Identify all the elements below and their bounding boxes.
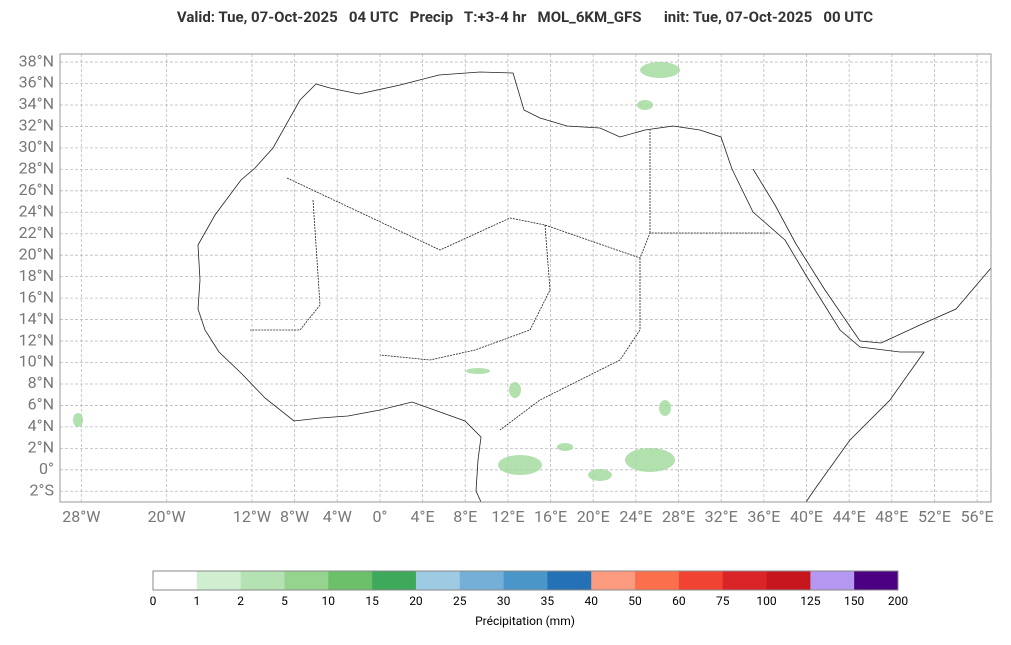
rain-area [557,443,573,451]
colorbar-segment [372,571,417,590]
precipitation [73,62,680,481]
colorbar-segment [766,571,811,590]
rain-area [498,455,542,475]
lat-tick-label: 14°N [19,309,54,328]
lon-tick-label: 12°W [233,507,271,526]
colorbar-segment [153,571,198,590]
lat-tick-label: 20°N [19,244,54,263]
lon-tick-label: 12°E [491,507,524,526]
rain-area [466,368,490,374]
colorbar-segment [503,571,548,590]
lon-tick-label: 48°E [875,507,908,526]
lon-tick-label: 16°E [534,507,567,526]
colorbar-tick-label: 75 [716,594,730,608]
rain-area [625,448,675,472]
border [250,130,770,431]
colorbar-segment [678,571,724,590]
rain-area [640,62,680,78]
colorbar-label: Précipitation (mm) [475,614,575,628]
lat-tick-label: 36°N [19,73,54,92]
lat-tick-label: 30°N [19,137,54,156]
lat-tick-label: 28°N [19,159,54,178]
lat-tick-label: 0° [39,459,54,478]
arabia-coast [752,168,992,344]
colorbar-segment [284,571,329,590]
colorbar-segment [854,571,899,590]
colorbar-tick-label: 125 [800,594,820,608]
colorbar-tick-label: 50 [628,594,642,608]
lon-tick-label: 20°E [577,507,610,526]
colorbar-tick-label: 1 [193,594,200,608]
rain-area [588,469,612,481]
colorbar-tick-label: 200 [888,594,908,608]
rain-area [637,100,653,110]
colorbar-tick-label: 40 [584,594,598,608]
colorbar-segment [328,571,373,590]
graticule: 38°N 36°N 34°N 32°N 30°N 28°N 26°N 24°N 22°N 20°N… [19,51,994,526]
colorbar-tick-label: 150 [844,594,864,608]
colorbar-tick-label: 100 [756,594,776,608]
lon-tick-label: 36°E [747,507,780,526]
colorbar-segment [810,571,855,590]
lat-tick-label: 32°N [19,116,54,135]
lon-tick-label: 0° [372,507,387,526]
lat-tick-label: 12°N [19,330,54,349]
title: Valid: Tue, 07-Oct-2025 04 UTC Precip T:… [177,8,873,26]
lat-tick-label: 38°N [19,51,54,70]
lat-tick-label: 26°N [19,180,54,199]
lon-tick-label: 52°E [918,507,951,526]
rain-area [509,382,521,398]
lon-tick-label: 24°E [619,507,652,526]
lat-tick-label: 2°S [30,480,54,499]
lat-tick-label: 22°N [19,223,54,242]
lat-tick-label: 16°N [19,287,54,306]
lat-tick-label: 24°N [19,201,54,220]
lon-tick-label: 56°E [961,507,994,526]
colorbar-tick-label: 2 [237,594,244,608]
colorbar-segment [591,571,636,590]
lon-tick-label: 28°W [62,507,100,526]
lon-tick-label: 40°E [790,507,823,526]
lat-tick-label: 2°N [28,438,54,457]
lat-tick-label: 18°N [19,266,54,285]
colorbar-segment [635,571,680,590]
colorbar-segment [240,571,285,590]
colorbar-tick-label: 5 [281,594,288,608]
africa-coast [197,83,482,503]
africa-coast [315,71,925,503]
lat-tick-label: 34°N [19,94,54,113]
colorbar-frame [152,570,899,591]
colorbar-segment [415,571,461,590]
lat-tick-label: 8°N [28,373,54,392]
colorbar-tick-label: 15 [365,594,379,608]
rain-area [73,413,83,427]
rain-area [659,400,671,416]
colorbar-tick-label: 30 [497,594,511,608]
colorbar-tick-label: 35 [541,594,555,608]
lon-tick-label: 4°W [323,507,352,526]
lon-tick-label: 8°E [453,507,477,526]
coastlines [197,71,992,503]
colorbar-tick-label: 10 [322,594,336,608]
colorbar-tick-label: 20 [409,594,423,608]
lat-tick-label: 4°N [28,416,54,435]
lon-tick-label: 32°E [705,507,738,526]
lon-tick-label: 44°E [833,507,866,526]
lon-tick-label: 28°E [662,507,695,526]
lat-tick-label: 10°N [19,352,54,371]
lon-tick-label: 4°E [411,507,435,526]
colorbar-segment [459,571,504,590]
lon-tick-label: 20°W [148,507,186,526]
map-frame [59,53,992,503]
colorbar-segment [547,571,592,590]
lat-tick-label: 6°N [28,395,54,414]
colorbar-segment [196,571,241,590]
colorbar-tick-label: 25 [453,594,467,608]
colorbar-tick-label: 60 [672,594,686,608]
lon-tick-label: 8°W [280,507,309,526]
colorbar: 0 1 2 5 10 15 20 25 30 35 40 50 60 75 100 125 150 200 [150,570,908,608]
colorbar-segment [722,571,767,590]
colorbar-tick-label: 0 [150,594,157,608]
